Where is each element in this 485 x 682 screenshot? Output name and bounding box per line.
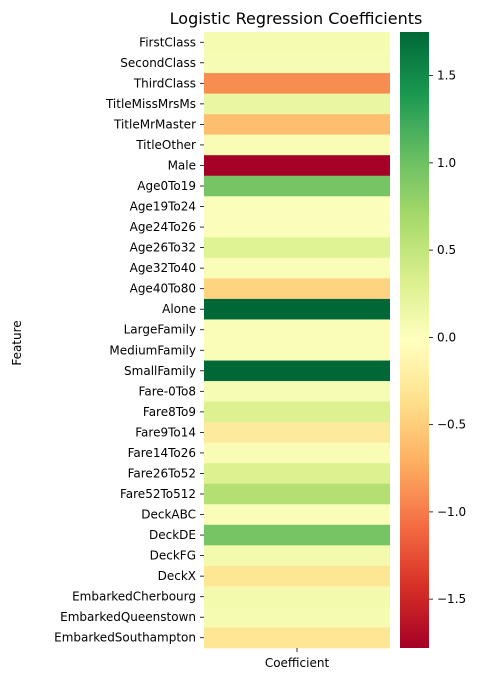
heatmap-cell	[204, 278, 390, 300]
feature-label: Age26To32	[130, 241, 196, 255]
colorbar-tick-label: 0.5	[437, 243, 456, 257]
colorbar	[400, 32, 429, 648]
heatmap-cell	[204, 381, 390, 402]
heatmap-cell	[204, 565, 390, 587]
heatmap-cell	[204, 175, 390, 197]
colorbar-tick-label: 1.0	[437, 156, 456, 170]
heatmap-cells	[204, 32, 390, 649]
heatmap-cell	[204, 483, 390, 505]
chart-title: Logistic Regression Coefficients	[170, 9, 423, 28]
feature-label: FirstClass	[139, 35, 196, 49]
feature-label: Fare52To512	[120, 487, 196, 501]
heatmap-cell	[204, 155, 390, 177]
heatmap-cell	[204, 73, 390, 94]
heatmap-cell	[204, 257, 390, 279]
colorbar-tick-label: −1.0	[437, 505, 466, 519]
heatmap-cell	[204, 586, 390, 608]
heatmap-cell	[204, 524, 390, 546]
feature-labels: FirstClass SecondClass ThirdClass TitleMiss…	[54, 35, 204, 645]
feature-label: Fare9To14	[135, 425, 196, 439]
heatmap-cell	[204, 504, 390, 526]
feature-label: DeckDE	[149, 528, 196, 542]
feature-label: EmbarkedSouthampton	[54, 631, 196, 645]
heatmap-cell	[204, 422, 390, 443]
heatmap-cell	[204, 93, 390, 115]
colorbar-tick-label: 0.0	[437, 330, 456, 344]
heatmap-cell	[204, 627, 390, 649]
feature-label: TitleMissMrsMs	[105, 97, 196, 111]
feature-label: TitleMrMaster	[113, 117, 196, 131]
heatmap-cell	[204, 401, 390, 423]
heatmap-cell	[204, 319, 390, 341]
colorbar-tick-label: 1.5	[437, 69, 456, 83]
feature-label: SmallFamily	[124, 364, 196, 378]
heatmap-cell	[204, 32, 390, 53]
heatmap-cell	[204, 463, 390, 485]
heatmap-cell	[204, 216, 390, 238]
heatmap-cell	[204, 606, 390, 628]
feature-label: EmbarkedCherbourg	[72, 590, 196, 604]
heatmap-cell	[204, 114, 390, 135]
feature-label: Fare14To26	[128, 446, 196, 460]
feature-label: Fare26To52	[128, 466, 196, 480]
feature-label: Fare8To9	[143, 405, 196, 419]
heatmap-cell	[204, 52, 390, 74]
colorbar-tick-label: −0.5	[437, 418, 466, 432]
feature-label: DeckABC	[141, 508, 196, 522]
feature-label: MediumFamily	[109, 343, 196, 357]
y-axis-label: Feature	[10, 320, 24, 365]
feature-label: LargeFamily	[124, 323, 196, 337]
heatmap-cell	[204, 134, 390, 156]
feature-label: Male	[168, 158, 196, 172]
colorbar-ticks: 1.5 1.0 0.5 0.0 −0.5 −1.0 −1.5	[429, 69, 466, 606]
feature-label: Age32To40	[130, 261, 196, 275]
heatmap-cell	[204, 237, 390, 259]
feature-label: Age0To19	[137, 179, 196, 193]
column-labels: Coefficient	[265, 648, 330, 670]
feature-label: Fare-0To8	[139, 384, 196, 398]
heatmap-cell	[204, 442, 390, 464]
feature-label: EmbarkedQueenstown	[60, 610, 196, 624]
feature-label: Alone	[162, 302, 196, 316]
feature-label: Age40To80	[130, 282, 196, 296]
heatmap-cell	[204, 298, 390, 320]
x-axis-label: Coefficient	[265, 656, 330, 670]
feature-label: TitleOther	[135, 138, 196, 152]
heatmap-cell	[204, 340, 390, 361]
heatmap-cell	[204, 196, 390, 218]
feature-label: Age24To26	[130, 220, 196, 234]
feature-label: ThirdClass	[133, 76, 196, 90]
heatmap-cell	[204, 545, 390, 567]
feature-label: DeckX	[158, 569, 196, 583]
feature-label: DeckFG	[150, 549, 196, 563]
colorbar-tick-label: −1.5	[437, 592, 466, 606]
heatmap-cell	[204, 360, 390, 382]
feature-label: SecondClass	[120, 56, 196, 70]
feature-label: Age19To24	[130, 200, 196, 214]
